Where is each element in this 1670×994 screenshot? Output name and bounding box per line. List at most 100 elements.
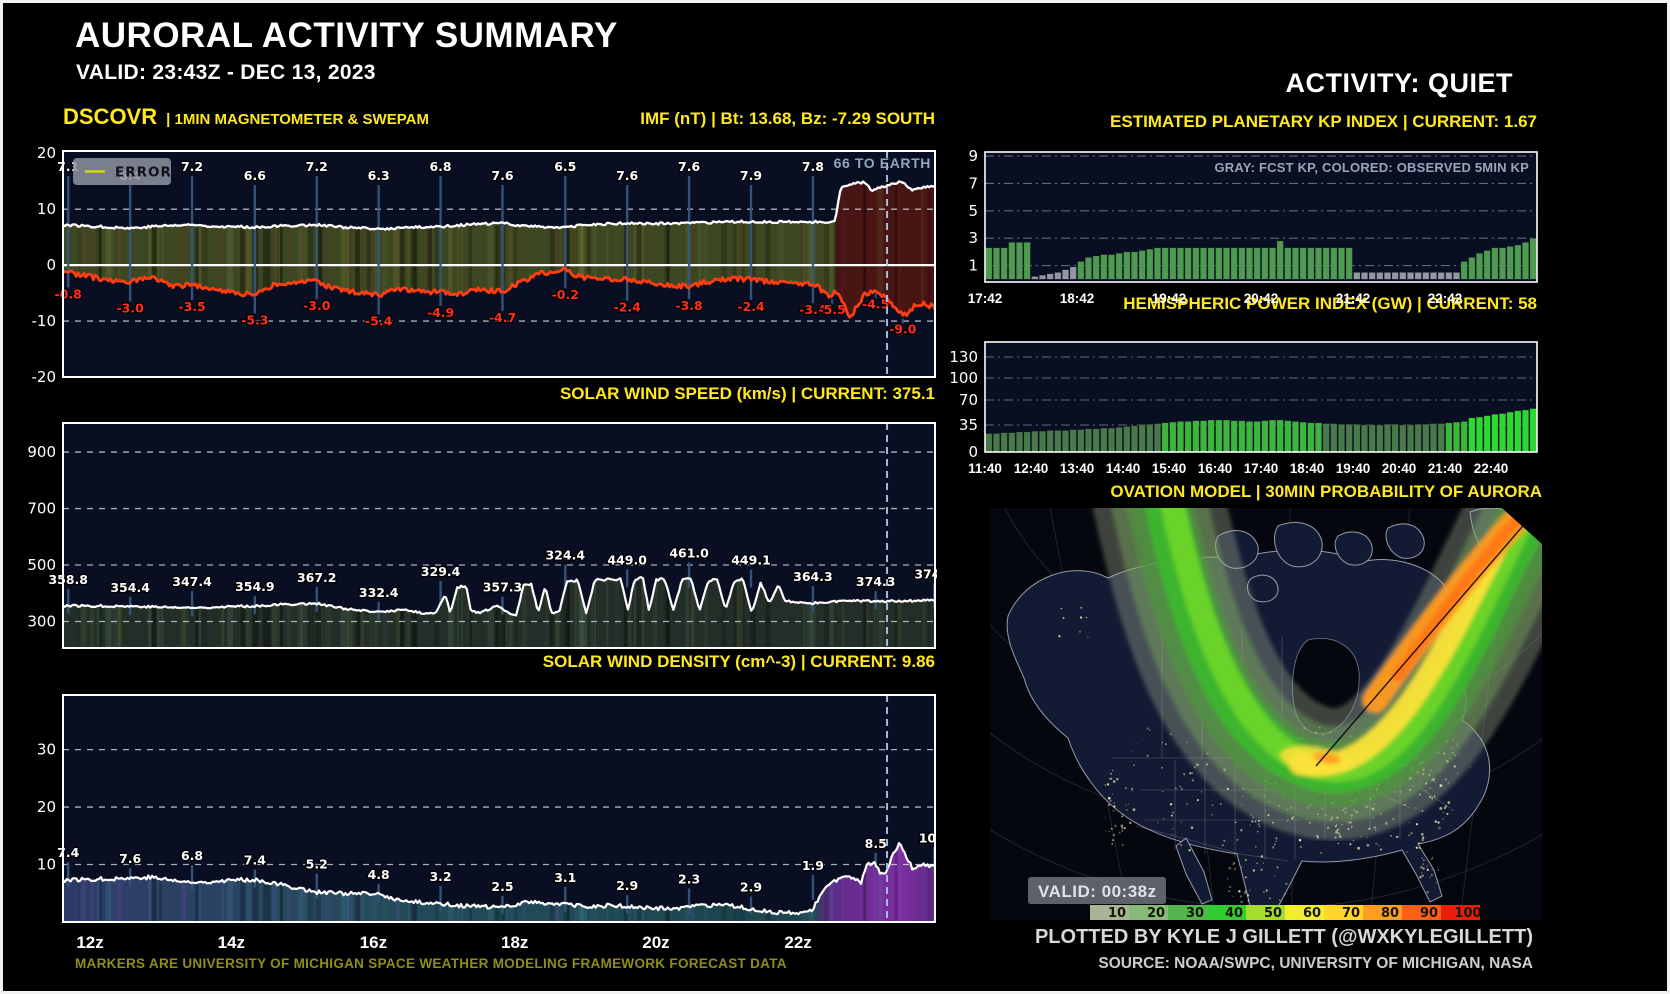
svg-text:30: 30 [1186,906,1204,920]
svg-text:700: 700 [27,500,56,518]
svg-text:ERROR: ERROR [115,165,172,181]
svg-text:3.2: 3.2 [429,869,451,884]
dscovr-label: DSCOVR [63,104,158,129]
svg-text:4.8: 4.8 [368,867,390,882]
svg-text:-3.4: -3.4 [799,302,827,317]
svg-text:0: 0 [46,256,56,274]
svg-text:130: 130 [950,348,978,366]
svg-text:100: 100 [950,369,978,387]
svg-text:2.5: 2.5 [491,879,513,894]
svg-text:16:40: 16:40 [1198,461,1233,476]
svg-text:6.6: 6.6 [244,168,266,183]
svg-text:347.4: 347.4 [172,574,212,589]
probability-colorbar: 10 20 30 40 50 60 70 80 90 100 [1090,905,1482,920]
svg-text:100: 100 [1454,906,1481,920]
svg-text:22z: 22z [784,933,811,952]
svg-text:1: 1 [968,257,978,275]
svg-text:-3.0: -3.0 [116,301,144,316]
svg-text:7.6: 7.6 [491,168,513,183]
svg-text:364.3: 364.3 [793,569,833,584]
svg-text:6.8: 6.8 [181,848,203,863]
svg-text:20: 20 [37,798,56,816]
map-valid-label: VALID: 00:38z [1038,882,1157,901]
svg-text:-10: -10 [32,312,57,330]
svg-text:70: 70 [959,391,978,409]
svg-text:15:40: 15:40 [1152,461,1187,476]
svg-text:500: 500 [27,556,56,574]
svg-text:3: 3 [968,229,978,247]
svg-text:20: 20 [1147,906,1165,920]
svg-text:50: 50 [1264,906,1282,920]
svg-text:19:40: 19:40 [1336,461,1371,476]
svg-text:80: 80 [1381,906,1399,920]
svg-text:7.6: 7.6 [678,159,700,174]
svg-text:17:42: 17:42 [968,291,1003,306]
aurora-oval [1092,508,1542,841]
svg-text:7.6: 7.6 [616,168,638,183]
svg-text:17:40: 17:40 [1244,461,1279,476]
activity-status: ACTIVITY: QUIET [1285,68,1513,98]
plotted-by-credit: PLOTTED BY KYLE J GILLETT (@WXKYLEGILLET… [1034,926,1533,948]
svg-text:449.0: 449.0 [607,552,647,567]
kp-chart: 9 7 5 3 1 17:42 18:42 19:42 20:42 21:42 22:42 GRAY:… [968,147,1538,306]
svg-text:22:40: 22:40 [1474,461,1509,476]
svg-text:6.8: 6.8 [429,159,451,174]
svg-text:90: 90 [1420,906,1438,920]
svg-text:-3.5: -3.5 [178,299,205,314]
kp-title: ESTIMATED PLANETARY KP INDEX | CURRENT: … [1110,112,1537,131]
imf-panel-header: DSCOVR | 1MIN MAGNETOMETER & SWEPAM IMF … [63,104,935,130]
svg-text:5.2: 5.2 [306,856,328,871]
svg-text:449.1: 449.1 [731,553,771,568]
svg-text:7.4: 7.4 [244,852,266,867]
svg-text:2.3: 2.3 [678,871,700,886]
svg-text:60: 60 [1303,906,1321,920]
svg-text:3.1: 3.1 [554,870,576,885]
density-chart: 7.4 7.6 6.8 7.4 5.2 4.8 3.2 2.5 3.1 2.9 2.3 2.9 1.9 8… [37,694,937,952]
svg-text:2.9: 2.9 [740,880,762,895]
page-title: AURORAL ACTIVITY SUMMARY [75,16,618,55]
svg-text:-5.3: -5.3 [241,312,268,327]
svg-text:7.2: 7.2 [181,159,203,174]
svg-text:-5.4: -5.4 [365,313,393,328]
svg-text:8.5: 8.5 [865,836,887,851]
svg-text:358.8: 358.8 [48,572,88,587]
svg-text:7.9: 7.9 [740,168,762,183]
svg-text:-0.8: -0.8 [55,286,82,301]
svg-text:7.8: 7.8 [802,159,824,174]
ovation-map: 10 20 30 40 50 60 70 80 90 100 VALID: 00:38z [990,508,1542,920]
svg-text:367.2: 367.2 [297,570,337,585]
hpi-chart: 130 100 70 35 011:40 12:40 13:40 14:40 15:40 16:4… [950,341,1538,476]
svg-text:324.4: 324.4 [545,548,585,563]
svg-text:-4.7: -4.7 [489,310,516,325]
svg-text:-4.9: -4.9 [427,305,454,320]
svg-text:332.4: 332.4 [359,585,399,600]
svg-text:GRAY: FCST KP, COLORED: OBSERV: GRAY: FCST KP, COLORED: OBSERVED 5MIN KP [1214,160,1529,175]
svg-text:-2.4: -2.4 [614,300,642,315]
svg-text:14:40: 14:40 [1106,461,1141,476]
svg-text:354.9: 354.9 [235,579,275,594]
svg-text:329.4: 329.4 [421,564,461,579]
svg-text:-20: -20 [32,368,57,386]
svg-text:30: 30 [37,741,56,759]
markers-footnote: MARKERS ARE UNIVERSITY OF MICHIGAN SPACE… [75,956,787,971]
svg-text:-3.0: -3.0 [303,298,331,313]
valid-timestamp: VALID: 23:43Z - DEC 13, 2023 [76,61,376,84]
dscovr-sublabel: | 1MIN MAGNETOMETER & SWEPAM [166,111,429,128]
svg-text:-3.8: -3.8 [675,298,702,313]
map-corner-shadow [1502,508,1542,544]
svg-text:7.6: 7.6 [119,851,141,866]
svg-text:35: 35 [959,416,978,434]
svg-text:374.4: 374.4 [914,566,937,581]
svg-text:-5.5: -5.5 [818,302,845,317]
svg-text:900: 900 [27,443,56,461]
svg-text:18:42: 18:42 [1060,291,1095,306]
hpi-title: HEMISPHERIC POWER INDEX (GW) | CURRENT: … [1123,294,1537,313]
svg-text:20z: 20z [642,933,669,952]
svg-text:1.9: 1.9 [802,858,824,873]
svg-text:20:42: 20:42 [1244,291,1279,306]
svg-text:-2.4: -2.4 [737,299,765,314]
svg-text:21:42: 21:42 [1336,291,1371,306]
terminator-line [1315,508,1540,767]
svg-text:300: 300 [27,612,56,630]
